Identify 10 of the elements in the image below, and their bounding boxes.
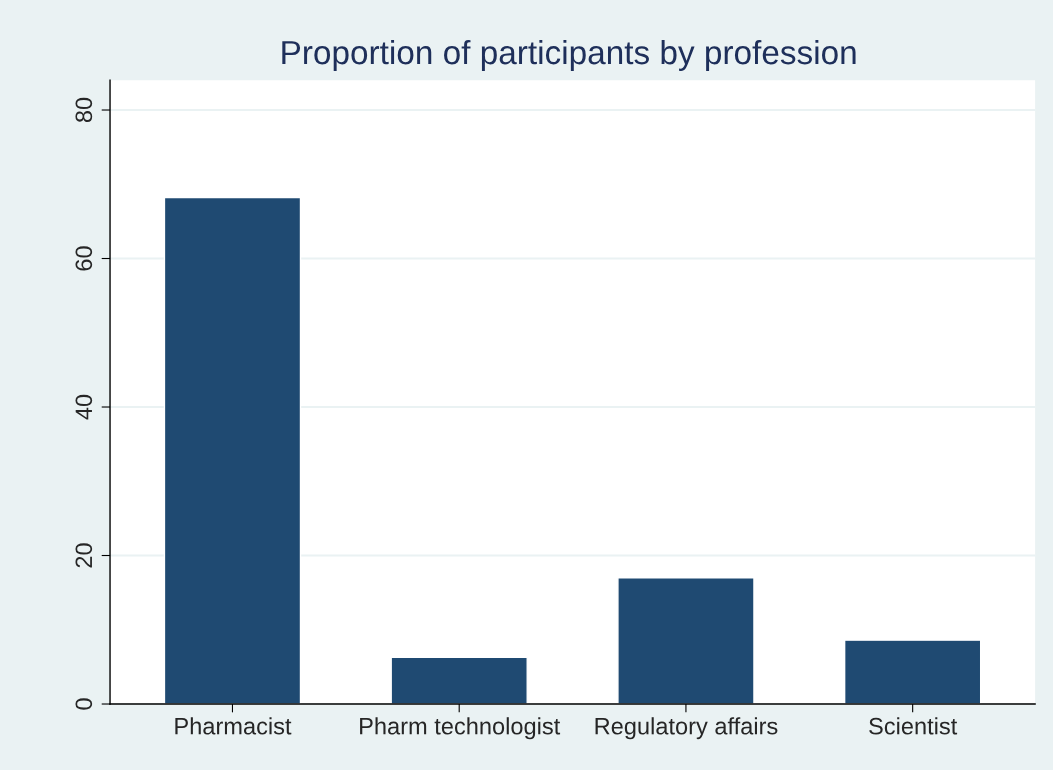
y-tick-label: 40 bbox=[75, 394, 93, 420]
y-tick-label: 20 bbox=[75, 543, 93, 568]
x-tick-label: Pharm technologist bbox=[360, 717, 561, 740]
x-tick-label: Regulatory affairs bbox=[595, 717, 778, 740]
y-tick-label: 60 bbox=[75, 246, 93, 271]
chart-title: Proportion of participants by profession bbox=[282, 39, 856, 71]
x-tick-label: Scientist bbox=[869, 717, 958, 735]
y-tick-label: 80 bbox=[75, 97, 93, 123]
y-tick-label: 0 bbox=[75, 698, 93, 710]
x-tick-label: Pharmacist bbox=[175, 717, 292, 735]
